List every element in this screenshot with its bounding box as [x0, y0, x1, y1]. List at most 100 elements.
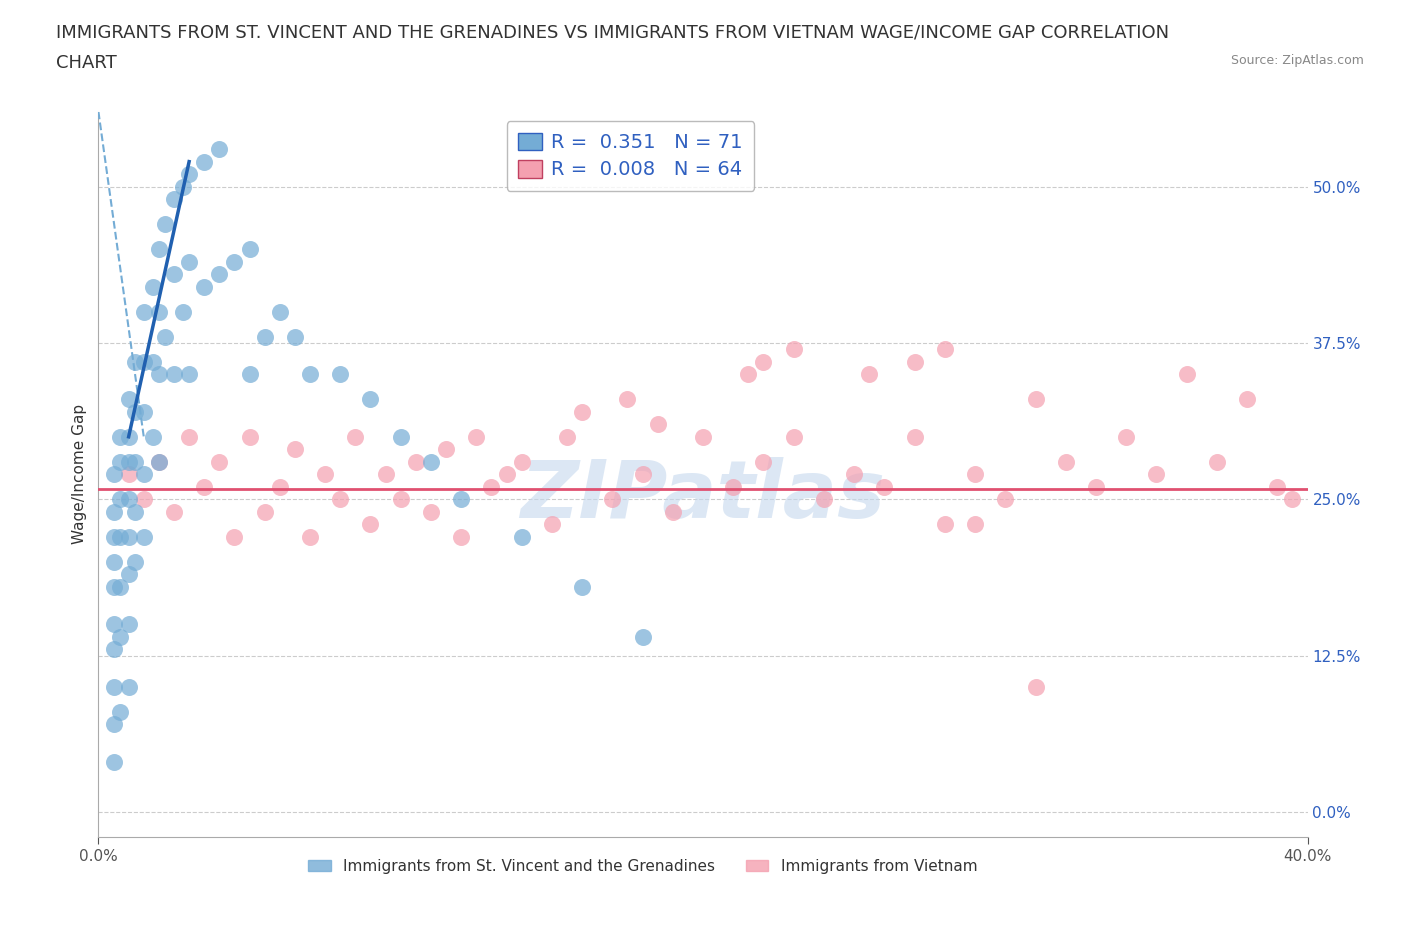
Point	[153, 217, 176, 232]
Point	[360, 517, 382, 532]
Point	[118, 680, 141, 695]
Point	[661, 504, 683, 519]
Point	[434, 442, 457, 457]
Point	[602, 492, 624, 507]
Point	[374, 467, 396, 482]
Point	[239, 430, 262, 445]
Point	[239, 242, 262, 257]
Point	[647, 417, 669, 432]
Point	[148, 455, 170, 470]
Point	[858, 366, 880, 381]
Point	[360, 392, 382, 406]
Point	[103, 617, 125, 631]
Point	[148, 304, 170, 319]
Point	[450, 492, 472, 507]
Point	[571, 579, 593, 594]
Point	[224, 529, 246, 544]
Point	[783, 430, 806, 445]
Point	[208, 455, 231, 470]
Point	[1024, 392, 1046, 406]
Point	[631, 467, 654, 482]
Point	[132, 354, 155, 369]
Point	[329, 492, 352, 507]
Point	[904, 430, 927, 445]
Point	[118, 617, 141, 631]
Point	[965, 467, 987, 482]
Text: Source: ZipAtlas.com: Source: ZipAtlas.com	[1230, 54, 1364, 67]
Point	[299, 529, 322, 544]
Point	[314, 467, 336, 482]
Text: ZIPatlas: ZIPatlas	[520, 457, 886, 535]
Point	[284, 329, 307, 344]
Point	[269, 479, 291, 494]
Point	[103, 680, 125, 695]
Point	[193, 479, 215, 494]
Point	[118, 430, 141, 445]
Point	[405, 455, 427, 470]
Point	[1267, 479, 1289, 494]
Point	[193, 154, 215, 169]
Point	[103, 717, 125, 732]
Point	[994, 492, 1017, 507]
Point	[904, 354, 927, 369]
Legend: Immigrants from St. Vincent and the Grenadines, Immigrants from Vietnam: Immigrants from St. Vincent and the Gren…	[302, 853, 983, 880]
Point	[934, 517, 956, 532]
Point	[124, 455, 146, 470]
Point	[495, 467, 517, 482]
Point	[179, 254, 201, 269]
Point	[142, 279, 165, 294]
Point	[540, 517, 562, 532]
Point	[965, 517, 987, 532]
Point	[284, 442, 307, 457]
Point	[873, 479, 896, 494]
Point	[103, 642, 125, 657]
Point	[118, 467, 141, 482]
Point	[148, 242, 170, 257]
Point	[692, 430, 714, 445]
Point	[329, 366, 352, 381]
Point	[571, 405, 593, 419]
Point	[132, 492, 155, 507]
Point	[124, 504, 146, 519]
Point	[631, 630, 654, 644]
Point	[103, 467, 125, 482]
Point	[844, 467, 866, 482]
Point	[783, 342, 806, 357]
Point	[132, 304, 155, 319]
Point	[752, 455, 775, 470]
Point	[389, 430, 412, 445]
Y-axis label: Wage/Income Gap: Wage/Income Gap	[72, 405, 87, 544]
Point	[1206, 455, 1229, 470]
Point	[253, 329, 276, 344]
Point	[450, 529, 472, 544]
Text: CHART: CHART	[56, 54, 117, 72]
Point	[1281, 492, 1303, 507]
Point	[118, 529, 141, 544]
Point	[1175, 366, 1198, 381]
Point	[1054, 455, 1077, 470]
Point	[148, 366, 170, 381]
Point	[723, 479, 745, 494]
Point	[118, 567, 141, 582]
Point	[103, 529, 125, 544]
Point	[103, 554, 125, 569]
Point	[124, 354, 146, 369]
Point	[163, 192, 186, 206]
Point	[344, 430, 367, 445]
Point	[148, 455, 170, 470]
Point	[132, 529, 155, 544]
Point	[253, 504, 276, 519]
Point	[616, 392, 638, 406]
Point	[132, 405, 155, 419]
Point	[108, 529, 131, 544]
Point	[108, 630, 131, 644]
Point	[108, 430, 131, 445]
Point	[163, 366, 186, 381]
Point	[389, 492, 412, 507]
Point	[153, 329, 176, 344]
Point	[142, 354, 165, 369]
Point	[1085, 479, 1108, 494]
Point	[118, 455, 141, 470]
Point	[1024, 680, 1046, 695]
Point	[118, 392, 141, 406]
